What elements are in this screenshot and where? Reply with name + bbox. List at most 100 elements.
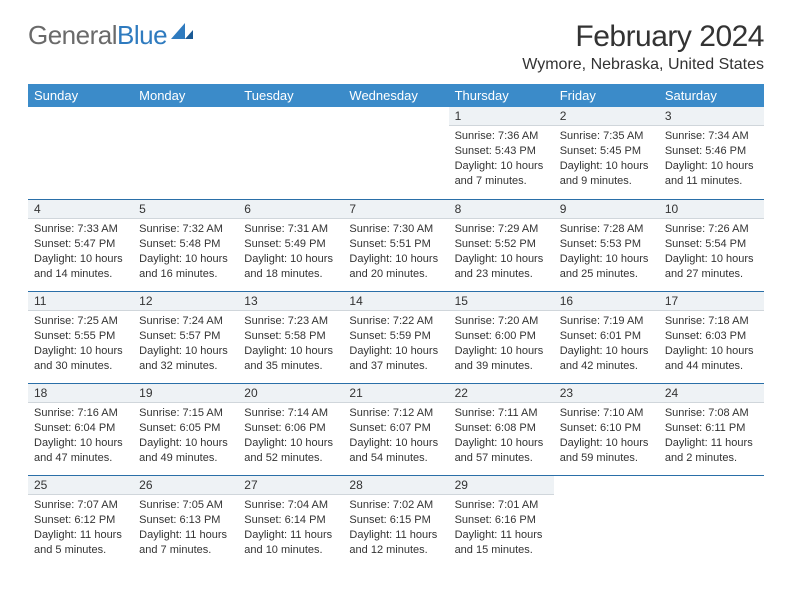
day-number: 6: [238, 199, 343, 219]
calendar-day-cell: 24Sunrise: 7:08 AMSunset: 6:11 PMDayligh…: [659, 383, 764, 475]
daylight-line-1: Daylight: 11 hours: [349, 528, 442, 543]
sunrise-line: Sunrise: 7:34 AM: [665, 129, 758, 144]
daylight-line-1: Daylight: 10 hours: [244, 436, 337, 451]
day-content: Sunrise: 7:20 AMSunset: 6:00 PMDaylight:…: [449, 311, 554, 377]
day-number: 15: [449, 291, 554, 311]
daylight-line-2: and 25 minutes.: [560, 267, 653, 282]
day-content: Sunrise: 7:26 AMSunset: 5:54 PMDaylight:…: [659, 219, 764, 285]
day-content: Sunrise: 7:36 AMSunset: 5:43 PMDaylight:…: [449, 126, 554, 192]
daylight-line-1: Daylight: 10 hours: [139, 344, 232, 359]
sunrise-line: Sunrise: 7:25 AM: [34, 314, 127, 329]
calendar-day-cell: 19Sunrise: 7:15 AMSunset: 6:05 PMDayligh…: [133, 383, 238, 475]
calendar-day-cell: 13Sunrise: 7:23 AMSunset: 5:58 PMDayligh…: [238, 291, 343, 383]
day-number: 13: [238, 291, 343, 311]
page-title: February 2024: [522, 20, 764, 54]
calendar-table: Sunday Monday Tuesday Wednesday Thursday…: [28, 84, 764, 567]
empty-day: [28, 107, 133, 125]
daylight-line-2: and 39 minutes.: [455, 359, 548, 374]
calendar-day-cell: 10Sunrise: 7:26 AMSunset: 5:54 PMDayligh…: [659, 199, 764, 291]
sunset-line: Sunset: 6:13 PM: [139, 513, 232, 528]
calendar-day-cell: 25Sunrise: 7:07 AMSunset: 6:12 PMDayligh…: [28, 475, 133, 567]
day-content: Sunrise: 7:01 AMSunset: 6:16 PMDaylight:…: [449, 495, 554, 561]
sunrise-line: Sunrise: 7:19 AM: [560, 314, 653, 329]
calendar-day-cell: [28, 107, 133, 199]
daylight-line-2: and 42 minutes.: [560, 359, 653, 374]
daylight-line-1: Daylight: 10 hours: [455, 252, 548, 267]
day-content: Sunrise: 7:11 AMSunset: 6:08 PMDaylight:…: [449, 403, 554, 469]
day-content: Sunrise: 7:19 AMSunset: 6:01 PMDaylight:…: [554, 311, 659, 377]
day-content: Sunrise: 7:14 AMSunset: 6:06 PMDaylight:…: [238, 403, 343, 469]
sunrise-line: Sunrise: 7:15 AM: [139, 406, 232, 421]
daylight-line-1: Daylight: 10 hours: [560, 252, 653, 267]
calendar-day-cell: 17Sunrise: 7:18 AMSunset: 6:03 PMDayligh…: [659, 291, 764, 383]
calendar-week-row: 1Sunrise: 7:36 AMSunset: 5:43 PMDaylight…: [28, 107, 764, 199]
calendar-day-cell: 9Sunrise: 7:28 AMSunset: 5:53 PMDaylight…: [554, 199, 659, 291]
sunrise-line: Sunrise: 7:18 AM: [665, 314, 758, 329]
daylight-line-2: and 12 minutes.: [349, 543, 442, 558]
empty-day: [238, 107, 343, 125]
daylight-line-1: Daylight: 10 hours: [139, 436, 232, 451]
day-content: Sunrise: 7:23 AMSunset: 5:58 PMDaylight:…: [238, 311, 343, 377]
sunrise-line: Sunrise: 7:26 AM: [665, 222, 758, 237]
day-content: Sunrise: 7:24 AMSunset: 5:57 PMDaylight:…: [133, 311, 238, 377]
daylight-line-1: Daylight: 10 hours: [349, 252, 442, 267]
day-number: 23: [554, 383, 659, 403]
day-number: 12: [133, 291, 238, 311]
daylight-line-2: and 2 minutes.: [665, 451, 758, 466]
day-number: 27: [238, 475, 343, 495]
daylight-line-2: and 57 minutes.: [455, 451, 548, 466]
calendar-day-cell: 3Sunrise: 7:34 AMSunset: 5:46 PMDaylight…: [659, 107, 764, 199]
sunset-line: Sunset: 5:52 PM: [455, 237, 548, 252]
sunset-line: Sunset: 5:45 PM: [560, 144, 653, 159]
daylight-line-1: Daylight: 10 hours: [455, 159, 548, 174]
col-monday: Monday: [133, 84, 238, 107]
day-content: Sunrise: 7:32 AMSunset: 5:48 PMDaylight:…: [133, 219, 238, 285]
daylight-line-1: Daylight: 11 hours: [139, 528, 232, 543]
col-sunday: Sunday: [28, 84, 133, 107]
day-number: 11: [28, 291, 133, 311]
day-content: Sunrise: 7:15 AMSunset: 6:05 PMDaylight:…: [133, 403, 238, 469]
calendar-day-cell: 27Sunrise: 7:04 AMSunset: 6:14 PMDayligh…: [238, 475, 343, 567]
day-content: Sunrise: 7:02 AMSunset: 6:15 PMDaylight:…: [343, 495, 448, 561]
empty-day: [554, 475, 659, 494]
daylight-line-2: and 15 minutes.: [455, 543, 548, 558]
calendar-day-cell: 12Sunrise: 7:24 AMSunset: 5:57 PMDayligh…: [133, 291, 238, 383]
empty-day: [133, 107, 238, 125]
daylight-line-1: Daylight: 10 hours: [34, 252, 127, 267]
day-content: Sunrise: 7:18 AMSunset: 6:03 PMDaylight:…: [659, 311, 764, 377]
calendar-day-cell: 7Sunrise: 7:30 AMSunset: 5:51 PMDaylight…: [343, 199, 448, 291]
day-number: 16: [554, 291, 659, 311]
day-number: 24: [659, 383, 764, 403]
sunrise-line: Sunrise: 7:23 AM: [244, 314, 337, 329]
daylight-line-2: and 47 minutes.: [34, 451, 127, 466]
daylight-line-1: Daylight: 11 hours: [455, 528, 548, 543]
day-number: 28: [343, 475, 448, 495]
day-number: 14: [343, 291, 448, 311]
sunrise-line: Sunrise: 7:05 AM: [139, 498, 232, 513]
day-content: Sunrise: 7:31 AMSunset: 5:49 PMDaylight:…: [238, 219, 343, 285]
daylight-line-2: and 52 minutes.: [244, 451, 337, 466]
sunset-line: Sunset: 5:49 PM: [244, 237, 337, 252]
day-number: 22: [449, 383, 554, 403]
calendar-day-cell: 14Sunrise: 7:22 AMSunset: 5:59 PMDayligh…: [343, 291, 448, 383]
daylight-line-2: and 35 minutes.: [244, 359, 337, 374]
calendar-day-cell: [133, 107, 238, 199]
daylight-line-2: and 54 minutes.: [349, 451, 442, 466]
day-number: 9: [554, 199, 659, 219]
calendar-day-cell: 5Sunrise: 7:32 AMSunset: 5:48 PMDaylight…: [133, 199, 238, 291]
daylight-line-2: and 59 minutes.: [560, 451, 653, 466]
sunrise-line: Sunrise: 7:32 AM: [139, 222, 232, 237]
sunset-line: Sunset: 6:07 PM: [349, 421, 442, 436]
daylight-line-1: Daylight: 11 hours: [34, 528, 127, 543]
day-content: Sunrise: 7:25 AMSunset: 5:55 PMDaylight:…: [28, 311, 133, 377]
title-block: February 2024 Wymore, Nebraska, United S…: [522, 20, 764, 74]
daylight-line-2: and 14 minutes.: [34, 267, 127, 282]
day-content: Sunrise: 7:35 AMSunset: 5:45 PMDaylight:…: [554, 126, 659, 192]
calendar-day-cell: 8Sunrise: 7:29 AMSunset: 5:52 PMDaylight…: [449, 199, 554, 291]
daylight-line-2: and 49 minutes.: [139, 451, 232, 466]
calendar-day-cell: 1Sunrise: 7:36 AMSunset: 5:43 PMDaylight…: [449, 107, 554, 199]
day-number: 1: [449, 107, 554, 126]
calendar-day-cell: 21Sunrise: 7:12 AMSunset: 6:07 PMDayligh…: [343, 383, 448, 475]
day-number: 7: [343, 199, 448, 219]
day-number: 25: [28, 475, 133, 495]
